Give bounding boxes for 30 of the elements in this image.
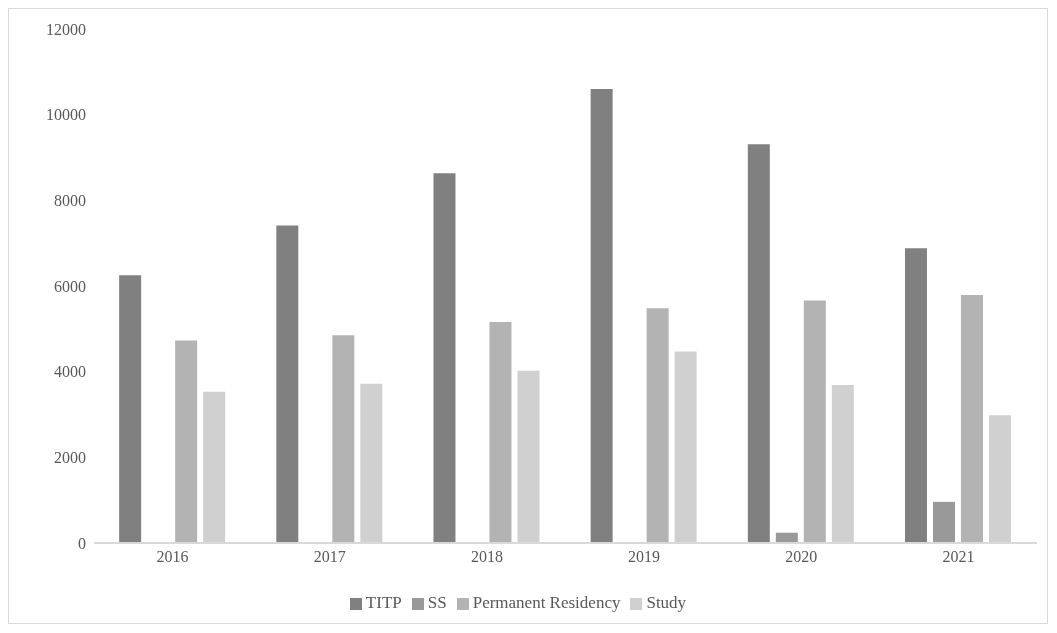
bar <box>489 321 512 543</box>
x-tick-label: 2019 <box>628 548 661 566</box>
bar <box>904 248 927 543</box>
bar <box>332 335 355 543</box>
y-tick-label: 6000 <box>54 277 86 295</box>
y-tick-label: 8000 <box>54 192 86 210</box>
legend-label: Study <box>646 593 687 612</box>
y-tick-label: 2000 <box>54 449 86 467</box>
x-tick-label: 2021 <box>942 548 975 566</box>
legend-label: Permanent Residency <box>472 593 621 612</box>
bar <box>433 173 456 543</box>
bar <box>276 225 299 543</box>
bar <box>747 144 770 543</box>
bar <box>646 308 669 543</box>
y-tick-label: 4000 <box>54 363 86 381</box>
bar <box>803 300 826 543</box>
legend-label: TITP <box>365 593 402 612</box>
y-tick-label: 12000 <box>46 20 86 38</box>
x-tick-label: 2018 <box>470 548 503 566</box>
x-tick-label: 2020 <box>785 548 818 566</box>
bar <box>960 295 983 543</box>
y-tick-label: 0 <box>78 534 86 552</box>
x-tick-label: 2016 <box>156 548 189 566</box>
legend-label: SS <box>427 593 447 612</box>
bar <box>119 275 142 543</box>
y-tick-label: 10000 <box>46 106 86 124</box>
bar <box>932 501 955 543</box>
x-tick-label: 2017 <box>313 548 346 566</box>
bar <box>175 340 198 543</box>
bar <box>590 88 613 543</box>
